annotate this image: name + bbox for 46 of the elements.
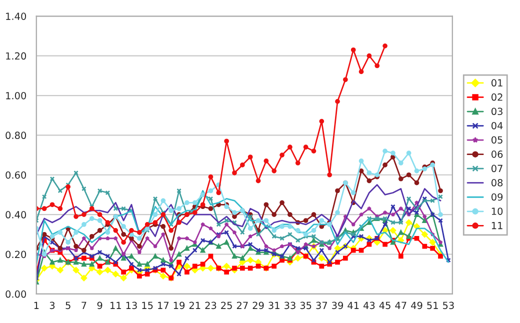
x-tick-label: 9 xyxy=(97,302,102,310)
x-tick-label: 53 xyxy=(443,302,454,310)
legend-label: 07 xyxy=(492,164,502,172)
y-tick-label: 1.40 xyxy=(6,12,26,20)
x-tick-label: 49 xyxy=(411,302,422,310)
x-tick-label: 21 xyxy=(189,302,200,309)
y-tick-label: 0.40 xyxy=(6,211,26,218)
y-tick-label: 0.20 xyxy=(6,250,26,258)
x-tick-label: 51 xyxy=(427,302,438,310)
x-tick-label: 17 xyxy=(158,302,169,309)
legend-label: 09 xyxy=(492,193,503,201)
x-tick-label: 23 xyxy=(205,302,216,310)
x-tick-label: 47 xyxy=(395,302,406,309)
legend-label: 04 xyxy=(492,122,503,130)
legend-label: 05 xyxy=(492,136,502,144)
legend-label: 10 xyxy=(492,208,503,215)
x-tick-label: 33 xyxy=(284,302,296,310)
x-tick-label: 7 xyxy=(82,302,86,309)
x-tick-label: 25 xyxy=(221,302,232,310)
x-tick-label: 13 xyxy=(126,302,137,310)
x-tick-label: 5 xyxy=(66,302,70,310)
x-tick-label: 3 xyxy=(50,302,55,310)
y-tick-label: 0.60 xyxy=(6,171,26,179)
legend-label: 02 xyxy=(492,93,502,101)
x-tick-label: 27 xyxy=(236,302,248,309)
y-tick-label: 0.80 xyxy=(6,132,26,140)
x-tick-label: 1 xyxy=(34,302,39,309)
x-tick-label: 39 xyxy=(332,302,344,310)
x-tick-label: 11 xyxy=(110,302,121,309)
x-tick-label: 35 xyxy=(300,302,312,310)
legend-label: 03 xyxy=(492,108,502,116)
y-tick-label: 1.20 xyxy=(6,52,26,60)
x-tick-label: 19 xyxy=(174,302,185,310)
legend-label: 11 xyxy=(492,222,502,230)
legend-label: 08 xyxy=(492,179,503,186)
x-tick-label: 43 xyxy=(363,302,375,310)
legend-label: 01 xyxy=(492,79,502,87)
x-tick-label: 41 xyxy=(348,302,359,309)
x-tick-label: 37 xyxy=(316,302,328,310)
y-tick-label: 1.00 xyxy=(6,92,26,100)
x-tick-label: 45 xyxy=(379,302,390,310)
x-tick-label: 15 xyxy=(142,302,153,310)
y-tick-label: 0.00 xyxy=(6,290,26,298)
x-tick-label: 31 xyxy=(268,302,280,310)
legend-label: 06 xyxy=(492,150,503,158)
x-tick-label: 29 xyxy=(252,302,264,310)
